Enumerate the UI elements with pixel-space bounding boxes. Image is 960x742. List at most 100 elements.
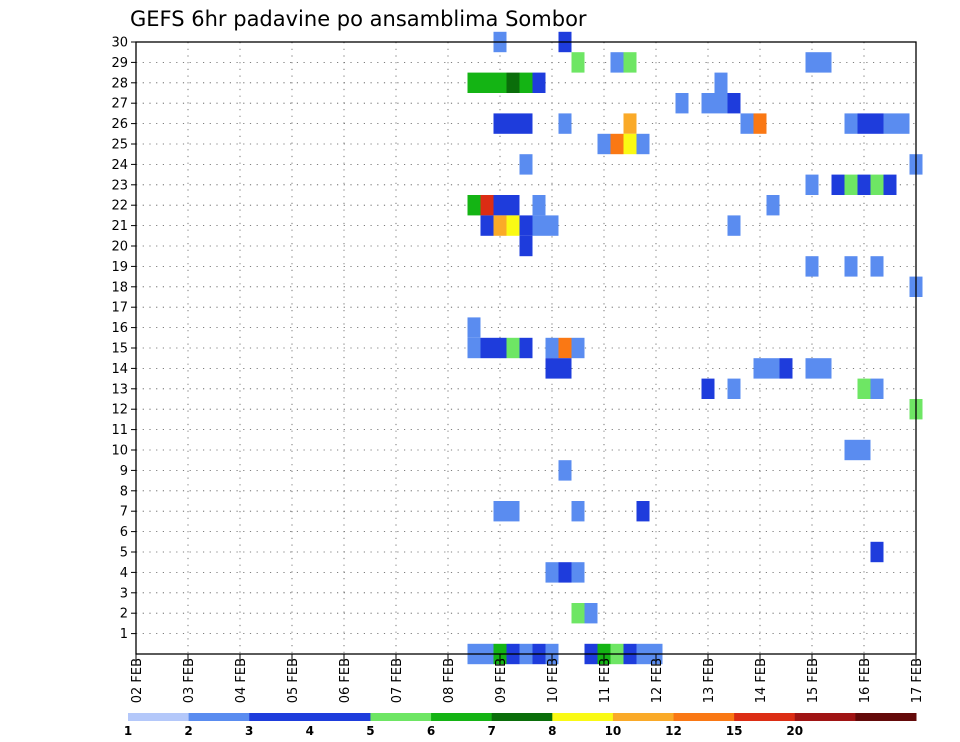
x-tick-label: 08 FEB (442, 658, 457, 703)
y-tick-label: 27 (111, 97, 128, 112)
precip-cell (623, 52, 637, 73)
precip-cell (467, 72, 481, 93)
precip-cell (805, 52, 819, 73)
colorbar-segment (855, 713, 917, 721)
precip-cell (584, 603, 598, 624)
precip-cell (610, 52, 624, 73)
y-tick-label: 11 (111, 423, 128, 438)
precip-cell (805, 256, 819, 277)
precip-cell (506, 501, 520, 522)
precip-cell (545, 562, 559, 583)
y-tick-label: 18 (111, 280, 128, 295)
precip-cell (480, 215, 494, 236)
precip-cell (519, 72, 533, 93)
colorbar-label: 6 (427, 724, 435, 738)
precip-cell (493, 113, 507, 134)
precip-cell (558, 113, 572, 134)
precip-cell (493, 72, 507, 93)
colorbar-label: 12 (665, 724, 682, 738)
y-tick-label: 15 (111, 342, 128, 357)
y-tick-label: 20 (111, 240, 128, 255)
colorbar-segment (612, 713, 675, 721)
precip-cell (519, 235, 533, 257)
precip-cell (844, 174, 858, 195)
precip-cell (506, 215, 520, 236)
colorbar-label: 7 (488, 724, 496, 738)
precip-cell (870, 256, 884, 277)
y-tick-label: 7 (120, 505, 128, 520)
x-tick-label: 10 FEB (546, 658, 561, 703)
y-tick-label: 9 (120, 464, 128, 479)
colorbar-label: 10 (605, 724, 622, 738)
precip-cell (467, 317, 481, 338)
x-tick-label: 02 FEB (130, 658, 145, 703)
precip-cell (883, 174, 897, 195)
precip-cell (571, 562, 585, 583)
y-tick-label: 19 (111, 260, 128, 275)
colorbar-segment (188, 713, 250, 721)
precip-cell (558, 460, 572, 481)
precip-cell (493, 195, 507, 216)
y-axis: 1234567891011121314151617181920212223242… (111, 36, 136, 642)
precip-cell (467, 337, 481, 359)
precip-cell (727, 215, 741, 236)
colorbar-label: 3 (245, 724, 253, 738)
colorbar-segment (309, 713, 371, 721)
x-tick-label: 14 FEB (754, 658, 769, 703)
y-tick-label: 8 (120, 484, 128, 499)
x-tick-label: 03 FEB (182, 658, 197, 703)
precip-cell (480, 337, 494, 359)
precip-cell (532, 72, 546, 93)
colorbar: 1 2 3 4 5 6 7 8 10 12 15 20 (124, 713, 917, 738)
y-tick-label: 22 (111, 199, 128, 214)
colorbar-label: 1 (124, 724, 132, 738)
precip-cell (870, 378, 884, 399)
precip-cell (519, 337, 533, 359)
precip-cell (844, 256, 858, 277)
y-tick-label: 25 (111, 138, 128, 153)
precip-cell (571, 337, 585, 359)
precip-cell (675, 93, 689, 114)
precip-cell (506, 113, 520, 134)
precip-cell (545, 215, 559, 236)
precip-cell (545, 358, 559, 379)
precip-cell (597, 133, 611, 155)
y-tick-label: 14 (111, 362, 128, 377)
precip-cell (870, 113, 884, 134)
precip-cell (545, 337, 559, 359)
x-tick-label: 07 FEB (390, 658, 405, 703)
precip-cell (766, 358, 780, 379)
colorbar-label: 2 (184, 724, 192, 738)
precip-cell (701, 93, 715, 114)
precip-cell (571, 603, 585, 624)
y-tick-label: 29 (111, 56, 128, 71)
precip-cell (818, 358, 832, 379)
precip-cell (779, 358, 793, 379)
precip-cell (623, 133, 637, 155)
x-tick-label: 05 FEB (286, 658, 301, 703)
x-tick-label: 09 FEB (494, 658, 509, 703)
colorbar-segment (249, 713, 311, 721)
colorbar-segment (491, 713, 553, 721)
precip-cell (844, 439, 858, 461)
precip-cell (636, 133, 650, 155)
x-tick-label: 06 FEB (338, 658, 353, 703)
y-tick-label: 2 (120, 607, 128, 622)
x-tick-label: 16 FEB (858, 658, 873, 703)
precip-cell (506, 337, 520, 359)
y-tick-label: 10 (111, 444, 128, 459)
precip-cell (532, 215, 546, 236)
precip-cell (519, 113, 533, 134)
y-tick-label: 13 (111, 382, 128, 397)
colorbar-label: 4 (306, 724, 314, 738)
colorbar-segment (370, 713, 432, 721)
precip-cell (558, 358, 572, 379)
colorbar-segment (128, 713, 190, 721)
precip-cell (870, 174, 884, 195)
precip-cell (766, 195, 780, 216)
precip-cell (480, 72, 494, 93)
precip-cell (623, 113, 637, 134)
colorbar-segment (794, 713, 856, 721)
y-tick-label: 26 (111, 117, 128, 132)
